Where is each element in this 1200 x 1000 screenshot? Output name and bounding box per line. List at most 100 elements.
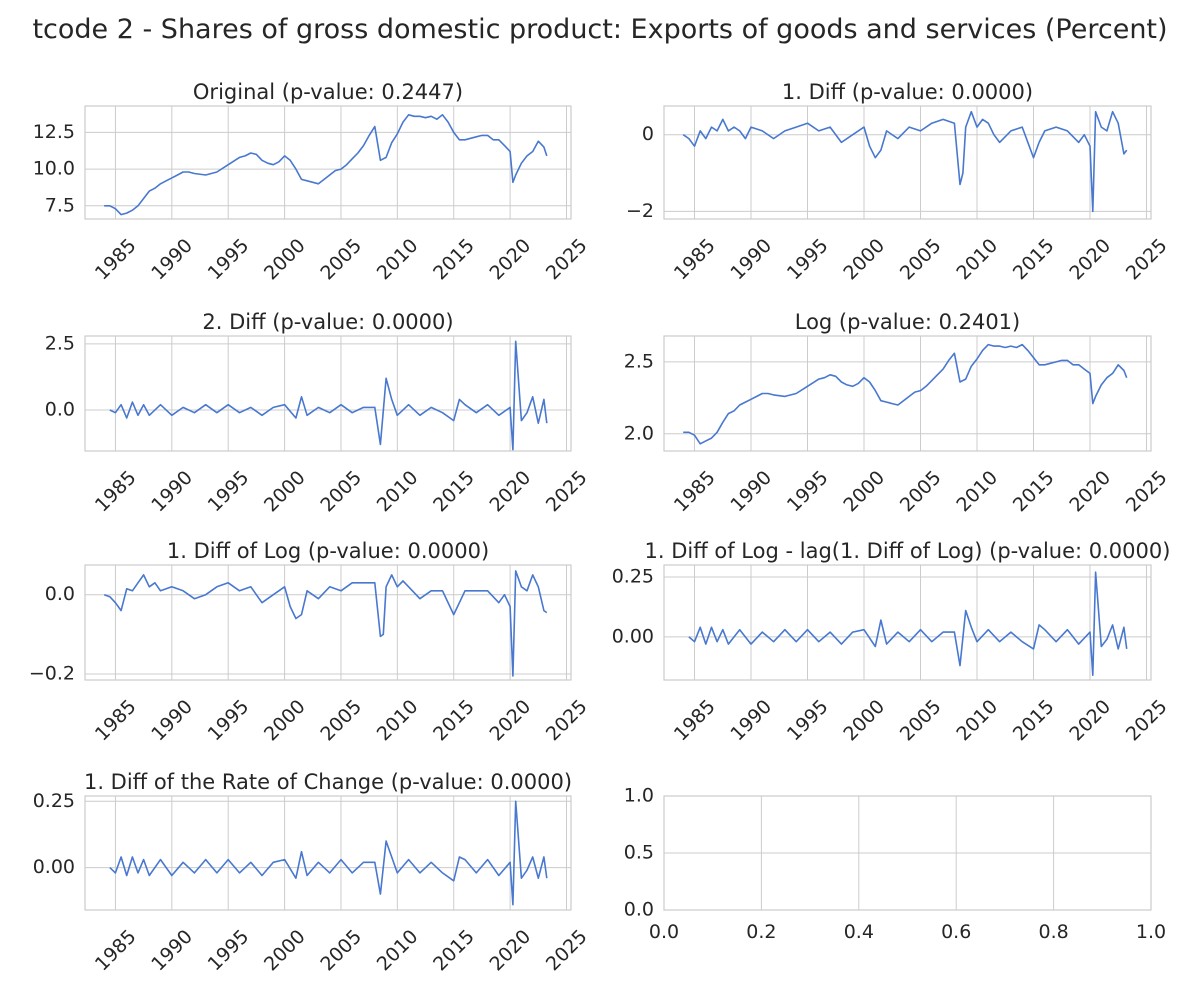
series-line [683, 343, 1128, 445]
x-tick-label: 2025 [542, 926, 592, 976]
x-tick-label: 1985 [91, 926, 141, 976]
x-tick-label: 2010 [373, 467, 423, 517]
y-tick-label: 0.25 [612, 565, 654, 587]
x-tick-label: 2000 [260, 696, 310, 746]
figure-title: tcode 2 - Shares of gross domestic produ… [32, 14, 1168, 45]
x-tick-label: 2020 [1065, 696, 1115, 746]
x-tick-label: 0.2 [746, 921, 776, 943]
x-tick-label: 2010 [373, 235, 423, 285]
x-tick-label: 2015 [1009, 467, 1059, 517]
plot-frame [84, 105, 572, 220]
x-tick-label: 1.0 [1136, 921, 1166, 943]
x-tick-label: 2000 [839, 696, 889, 746]
x-tick-label: 2025 [1122, 467, 1172, 517]
x-tick-label: 2015 [429, 696, 479, 746]
x-tick-label: 2005 [316, 696, 366, 746]
x-tick-label: 2000 [260, 467, 310, 517]
x-tick-label: 1985 [670, 235, 720, 285]
x-tick-label: 2000 [839, 467, 889, 517]
x-tick-label: 2000 [260, 926, 310, 976]
plot-frame [84, 795, 572, 911]
subplot-title: 1. Diff of Log (p-value: 0.0000) [167, 539, 489, 563]
x-tick-label: 1985 [670, 467, 720, 517]
x-tick-label: 1995 [783, 235, 833, 285]
x-tick-label: 1990 [147, 926, 197, 976]
x-tick-label: 1995 [783, 696, 833, 746]
x-tick-label: 0.0 [649, 921, 679, 943]
series-line [688, 571, 1128, 677]
x-tick-label: 1990 [726, 235, 776, 285]
x-tick-label: 2010 [952, 467, 1002, 517]
x-tick-label: 2000 [260, 235, 310, 285]
x-tick-label: 0.6 [941, 921, 971, 943]
x-tick-label: 1990 [726, 696, 776, 746]
x-tick-label: 2010 [952, 235, 1002, 285]
x-tick-label: 2025 [1122, 696, 1172, 746]
y-tick-label: 0.25 [33, 790, 75, 812]
x-tick-label: 2020 [1065, 235, 1115, 285]
x-tick-label: 1985 [91, 235, 141, 285]
plot-frame [663, 105, 1152, 220]
subplot-title: Log (p-value: 0.2401) [795, 310, 1021, 334]
y-tick-label: 0.0 [45, 399, 75, 421]
x-tick-label: 2010 [373, 926, 423, 976]
x-tick-label: 2025 [542, 696, 592, 746]
plot-frame [84, 335, 572, 452]
x-tick-label: 2005 [896, 235, 946, 285]
x-tick-label: 2000 [839, 235, 889, 285]
subplot-8: 0.0 0.5 1.0 0.0 0.2 0.4 0.6 0.8 1.0 [624, 785, 1166, 944]
x-tick-label: 2020 [486, 467, 536, 517]
x-tick-label: 2005 [316, 467, 366, 517]
x-tick-label: 1995 [204, 926, 254, 976]
plot-frame [663, 335, 1152, 452]
x-tick-label: 2020 [486, 926, 536, 976]
series-line [104, 114, 548, 216]
y-tick-label: −0.2 [29, 663, 75, 685]
subplot-title: 2. Diff (p-value: 0.0000) [202, 310, 453, 334]
x-tick-label: 2015 [429, 467, 479, 517]
x-tick-label: 2025 [1122, 235, 1172, 285]
y-tick-label: 10.0 [33, 158, 75, 180]
plot-frame [84, 564, 572, 681]
x-tick-label: 1990 [147, 467, 197, 517]
series-line [109, 800, 548, 906]
x-tick-label: 1990 [147, 696, 197, 746]
x-tick-label: 2015 [1009, 235, 1059, 285]
x-tick-label: 0.8 [1038, 921, 1068, 943]
x-tick-label: 2015 [429, 926, 479, 976]
subplot-2: −2 0 1985 1990 1995 2000 2005 2010 2015 2020 2025 1… [626, 80, 1172, 284]
x-tick-label: 1985 [91, 696, 141, 746]
x-tick-label: 1995 [783, 467, 833, 517]
x-tick-label: 2005 [896, 696, 946, 746]
subplot-3: 0.0 2.5 1985 1990 1995 2000 2005 2010 2015 2020 20… [45, 310, 592, 516]
series-line [109, 340, 548, 451]
y-tick-label: 0 [642, 123, 654, 145]
series-line [682, 110, 1128, 213]
y-tick-label: 2.0 [624, 422, 654, 444]
x-tick-label: 2025 [542, 467, 592, 517]
subplot-title: Original (p-value: 0.2447) [193, 80, 463, 104]
x-tick-label: 0.4 [844, 921, 874, 943]
y-tick-label: 0.00 [612, 625, 654, 647]
subplot-title: 1. Diff of the Rate of Change (p-value: … [84, 770, 572, 794]
subplot-title: 1. Diff (p-value: 0.0000) [782, 80, 1033, 104]
subplot-7: 0.00 0.25 1985 1990 1995 2000 2005 2010 2015 2020… [33, 770, 592, 975]
x-tick-label: 2020 [486, 696, 536, 746]
x-tick-label: 2015 [429, 235, 479, 285]
x-tick-label: 2005 [316, 926, 366, 976]
x-tick-label: 1995 [204, 235, 254, 285]
subplot-6: 0.00 0.25 1985 1990 1995 2000 2005 2010 2015 2020… [612, 539, 1172, 745]
y-tick-label: 0.0 [45, 583, 75, 605]
plot-frame [663, 564, 1152, 681]
y-tick-label: 2.5 [45, 332, 75, 354]
x-tick-label: 2005 [896, 467, 946, 517]
x-tick-label: 1985 [670, 696, 720, 746]
y-tick-label: 0.0 [624, 899, 654, 921]
x-tick-label: 2010 [952, 696, 1002, 746]
series-line [103, 570, 548, 677]
x-tick-label: 2010 [373, 696, 423, 746]
plot-frame [663, 795, 1152, 911]
y-tick-label: 1.0 [624, 785, 654, 807]
x-tick-label: 2020 [1065, 467, 1115, 517]
